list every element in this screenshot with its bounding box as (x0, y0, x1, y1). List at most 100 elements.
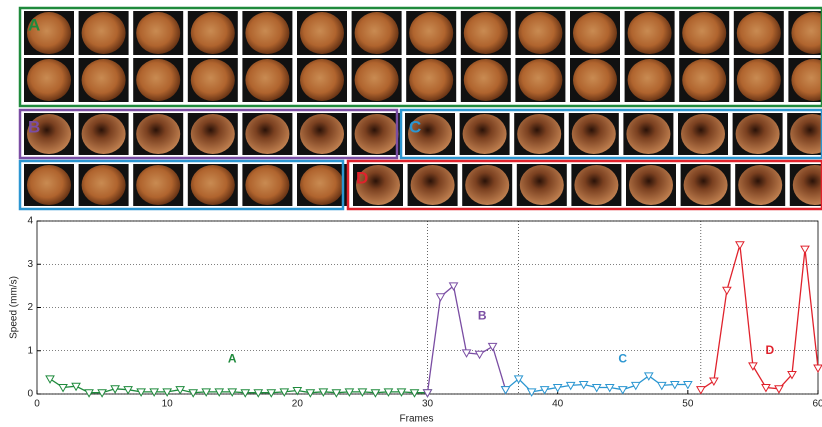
marker (619, 387, 627, 394)
panel-label: C (409, 117, 421, 136)
thumbnail-image (411, 165, 455, 205)
x-tick-label: 40 (552, 399, 564, 410)
thumbnail-image (573, 59, 617, 101)
series-line (428, 286, 506, 393)
marker (502, 387, 510, 394)
thumbnail-image (191, 165, 235, 205)
y-tick-label: 4 (27, 216, 33, 227)
thumbnail-image (682, 59, 726, 101)
figure: ABCD012340102030405060FramesSpeed (mm/s)… (0, 0, 822, 427)
thumbnail-image (464, 59, 508, 101)
marker (476, 351, 484, 358)
thumbnail-image (82, 165, 126, 205)
marker (528, 389, 536, 396)
thumbnail-image (82, 59, 126, 101)
thumbnail-image (136, 165, 180, 205)
panel-label: D (356, 168, 368, 187)
series-line (50, 379, 427, 393)
annotation: D (766, 343, 775, 357)
x-tick-label: 60 (812, 399, 822, 410)
thumbnail-image (245, 165, 289, 205)
thumbnail-image (520, 165, 564, 205)
thumbnail-image (355, 59, 399, 101)
thumbnail-image (681, 114, 725, 154)
thumbnail-image (518, 59, 562, 101)
thumbnail-image (682, 12, 726, 54)
thumbnail-image (300, 114, 344, 154)
thumbnail-image (27, 165, 71, 205)
marker (723, 287, 731, 294)
thumbnail-image (737, 59, 781, 101)
thumbnail-image (463, 114, 507, 154)
thumbnail-image (628, 59, 672, 101)
thumbnail-image (409, 12, 453, 54)
thumbnail-image (572, 114, 616, 154)
marker (371, 390, 379, 397)
thumbnail-image (27, 59, 71, 101)
x-tick-label: 20 (292, 399, 304, 410)
panel-label: A (28, 15, 40, 34)
x-tick-label: 50 (682, 399, 694, 410)
y-tick-label: 2 (27, 302, 33, 313)
thumbnail-image (245, 59, 289, 101)
thumbnail-image (737, 12, 781, 54)
thumbnail-image (136, 114, 180, 154)
thumbnail-image (245, 12, 289, 54)
y-tick-label: 3 (27, 259, 33, 270)
marker (801, 246, 809, 253)
marker (59, 385, 67, 392)
marker (710, 378, 718, 385)
thumbnail-image (191, 59, 235, 101)
x-tick-label: 0 (34, 399, 40, 410)
marker (306, 390, 314, 397)
thumbnail-image (409, 59, 453, 101)
thumbnail-image (465, 165, 509, 205)
thumbnail-image (684, 165, 728, 205)
marker (749, 363, 757, 370)
panel-label: B (28, 117, 40, 136)
thumbnail-image (517, 114, 561, 154)
thumbnail-image (300, 165, 344, 205)
marker (697, 387, 705, 394)
thumbnail-image (136, 59, 180, 101)
marker (46, 376, 54, 383)
thumbnail-image (300, 59, 344, 101)
thumbnail-image (300, 12, 344, 54)
y-tick-label: 1 (27, 345, 33, 356)
x-tick-label: 10 (162, 399, 174, 410)
marker (645, 373, 653, 380)
thumbnail-image (626, 114, 670, 154)
thumbnail-image (464, 12, 508, 54)
y-tick-label: 0 (27, 389, 33, 400)
series-line (701, 245, 818, 390)
annotation: A (228, 352, 237, 366)
thumbnail-image (628, 12, 672, 54)
thumbnail-image (518, 12, 562, 54)
x-tick-label: 30 (422, 399, 434, 410)
marker (489, 343, 497, 350)
y-axis-label: Speed (mm/s) (9, 276, 20, 339)
marker (814, 365, 822, 372)
thumbnail-image (191, 12, 235, 54)
annotation: C (618, 352, 627, 366)
marker (332, 390, 340, 397)
x-axis-label: Frames (400, 414, 434, 425)
marker (189, 390, 197, 397)
thumbnail-image (574, 165, 618, 205)
annotation: B (478, 308, 487, 322)
thumbnail-image (738, 165, 782, 205)
thumbnail-image (191, 114, 235, 154)
marker (736, 242, 744, 249)
marker (775, 386, 783, 393)
marker (658, 382, 666, 389)
thumbnail-image (355, 12, 399, 54)
marker (437, 294, 445, 301)
thumbnail-image (82, 12, 126, 54)
thumbnail-image (136, 12, 180, 54)
thumbnail-image (573, 12, 617, 54)
thumbnail-image (355, 114, 399, 154)
thumbnail-image (629, 165, 673, 205)
thumbnail-image (245, 114, 289, 154)
thumbnail-image (82, 114, 126, 154)
thumbnail-image (736, 114, 780, 154)
